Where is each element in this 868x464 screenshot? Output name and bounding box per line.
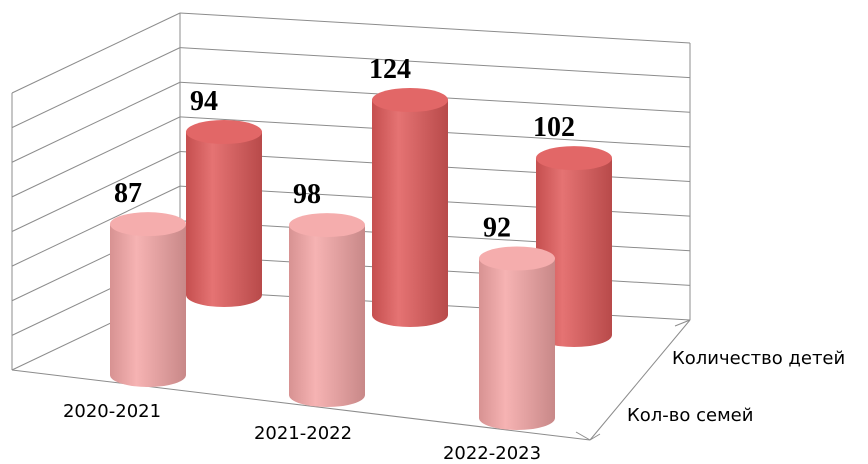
- side-gridline: [11, 47, 181, 129]
- floor-front-edge: [11, 369, 591, 441]
- bar-children-1: [372, 88, 448, 327]
- chart-labels: 94 124 102 87 98 92 2020-2021 2021-2022 2022-202…: [63, 54, 845, 464]
- side-gridline: [11, 116, 181, 198]
- data-label: 102: [533, 112, 575, 143]
- side-gridline: [11, 185, 181, 267]
- data-label: 92: [483, 212, 511, 243]
- bar-body: [110, 224, 186, 387]
- back-gridline: [179, 12, 691, 44]
- category-label: 2022-2023: [443, 443, 541, 464]
- depth-tick: [575, 431, 591, 441]
- series-label: Количество детей: [672, 348, 845, 369]
- bar-top: [110, 212, 186, 237]
- category-label: 2020-2021: [63, 401, 161, 422]
- chart-bars: [110, 88, 612, 430]
- bar-top: [372, 88, 448, 112]
- bar-body: [186, 132, 262, 307]
- floor-right-edge: [589, 319, 691, 441]
- depth-tick: [589, 433, 601, 441]
- bar-families-1: [289, 213, 365, 407]
- side-gridline: [11, 151, 181, 232]
- category-label: 2021-2022: [254, 423, 352, 444]
- bar-children-0: [186, 120, 262, 307]
- bar-top: [479, 246, 555, 271]
- data-label: 94: [190, 86, 218, 117]
- bar-body: [289, 225, 365, 407]
- back-gridline: [179, 47, 691, 79]
- bar-families-0: [110, 212, 186, 387]
- bar-body: [479, 258, 555, 430]
- depth-tick: [674, 319, 691, 327]
- bar-top: [536, 146, 612, 171]
- series-label: Кол-во семей: [627, 405, 753, 426]
- side-gridline: [11, 12, 181, 94]
- bar-top: [289, 213, 365, 238]
- bar-top: [186, 120, 262, 145]
- side-gridline: [11, 81, 181, 163]
- bar-body: [372, 100, 448, 327]
- data-label: 87: [114, 178, 142, 209]
- bar-families-2: [479, 246, 555, 430]
- data-label: 124: [369, 54, 411, 85]
- data-label: 98: [293, 179, 321, 210]
